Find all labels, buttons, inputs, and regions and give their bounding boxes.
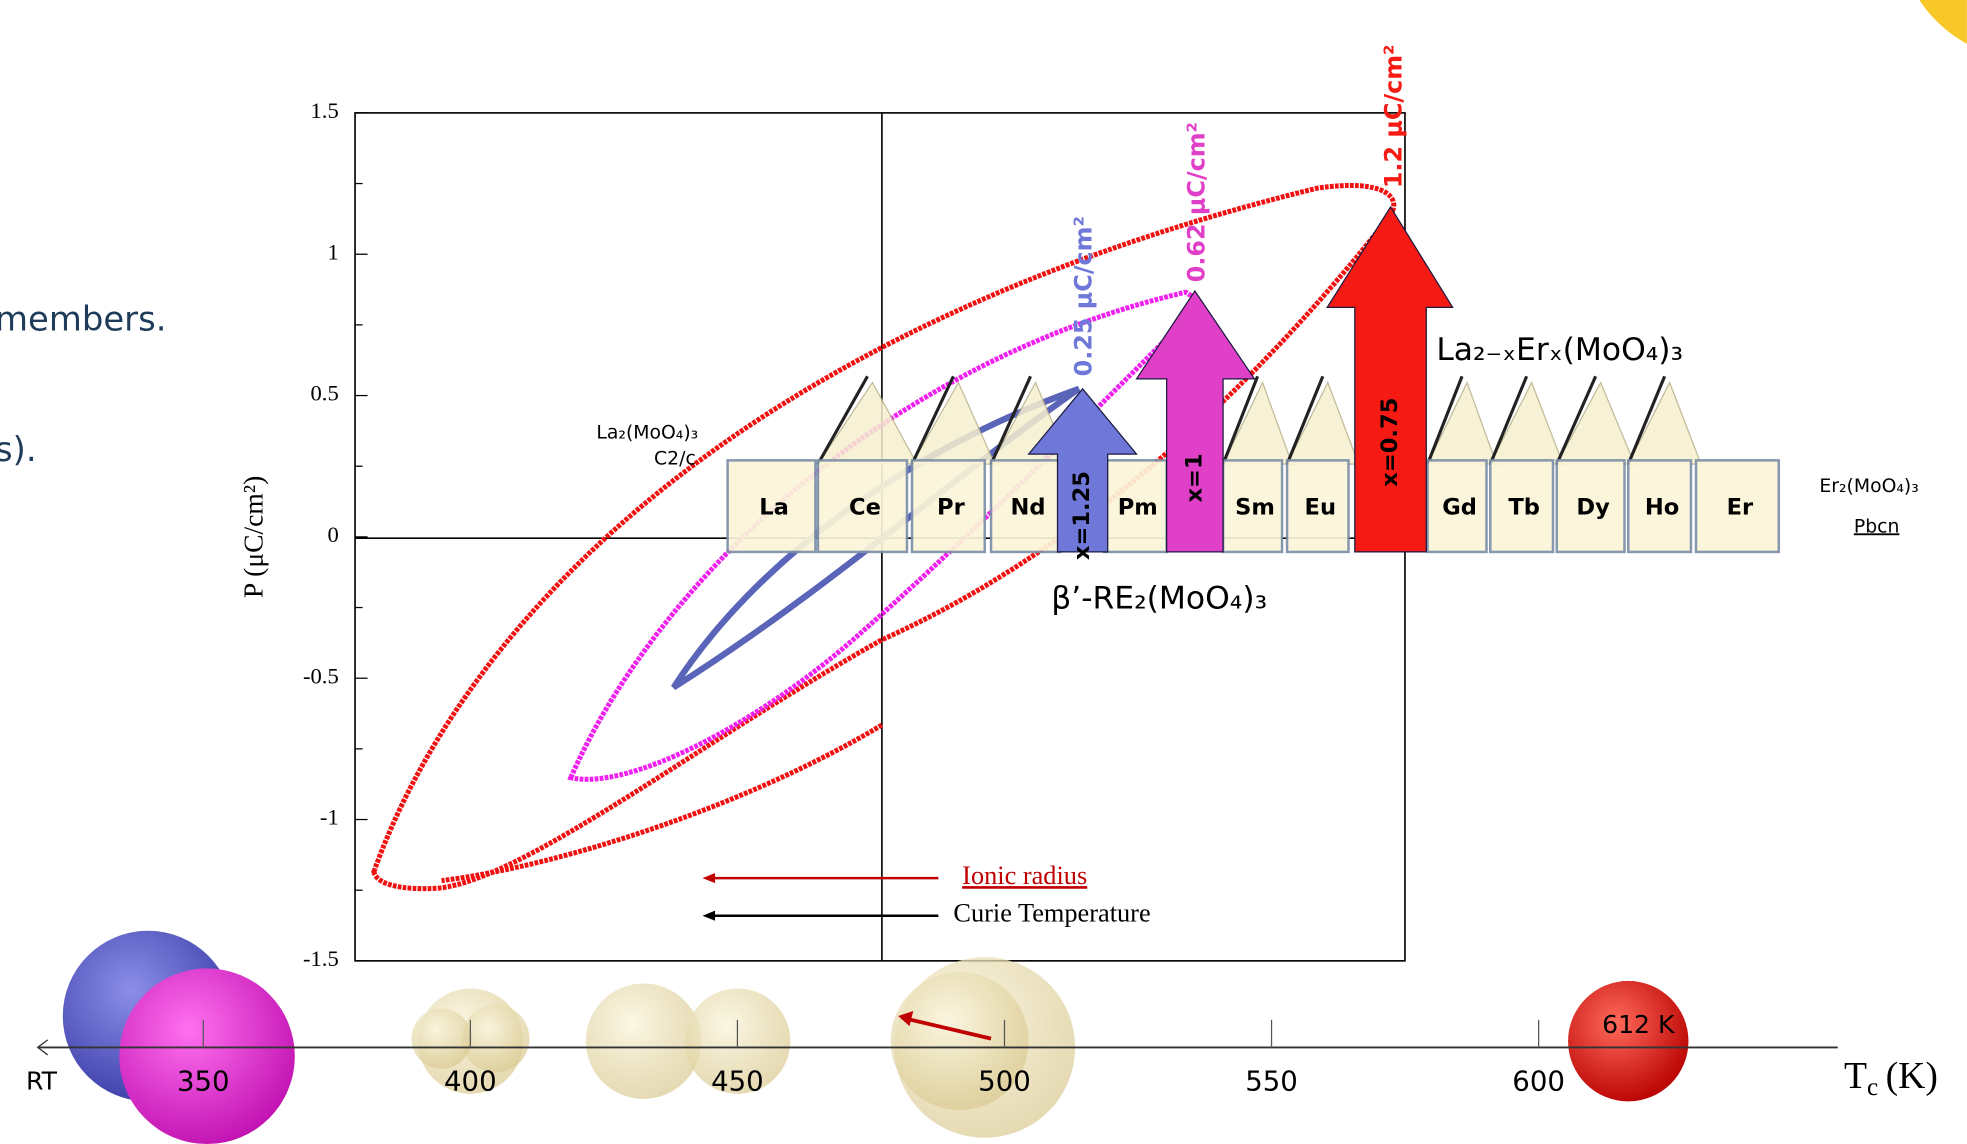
element-label: Gd <box>1442 495 1477 521</box>
element-label: Eu <box>1305 495 1336 521</box>
element-label: Tb <box>1508 495 1540 521</box>
element-label: La <box>759 495 789 521</box>
axis-symbol: T <box>1844 1054 1867 1096</box>
element-label: Nd <box>1011 495 1046 521</box>
bubble <box>119 968 295 1144</box>
arrow-polarization: 0.25 μC/cm² <box>1070 216 1098 376</box>
legend-label: Curie Temperature <box>953 899 1150 928</box>
y-tick-label: 1.5 <box>311 98 339 123</box>
bubble <box>462 1005 530 1073</box>
end-member: La₂(MoO₄)₃ <box>596 422 698 443</box>
bubble <box>586 983 701 1098</box>
axis-unit: (K) <box>1886 1054 1938 1096</box>
y-tick-label: 1 <box>327 239 338 264</box>
end-member: Pbcn <box>1854 516 1900 537</box>
annotation: 612 K <box>1602 1010 1675 1039</box>
y-tick-label: -1 <box>320 805 339 830</box>
axis-subscript: c <box>1867 1074 1878 1101</box>
slide-text: members. <box>0 300 166 339</box>
x-tick-label: 400 <box>444 1065 497 1098</box>
y-tick-label: 0 <box>327 522 338 547</box>
arrow-composition: x=1 <box>1181 453 1207 502</box>
x-tick-label: 550 <box>1245 1065 1298 1098</box>
y-tick-label: -1.5 <box>303 946 339 971</box>
element-row: La Ce Pr Nd Pm Sm Eu Gd Tb Dy Ho Er <box>728 376 1779 552</box>
end-member: Er₂(MoO₄)₃ <box>1819 476 1918 497</box>
x-axis-label: Tc (K) <box>1844 1054 1938 1100</box>
family-label: β’-RE₂(MoO₄)₃ <box>1051 581 1267 617</box>
start-label: RT <box>26 1067 58 1096</box>
element-label: Er <box>1727 495 1754 521</box>
legend-label: Ionic radius <box>962 861 1087 890</box>
x-tick-label: 350 <box>177 1065 230 1098</box>
legend-arrowhead <box>703 873 716 883</box>
end-member: C2/c <box>654 449 696 470</box>
decor <box>1919 0 1967 44</box>
page: members. s). P (μC/cm²) La Ce Pr Nd Pm Sm Eu Gd… <box>0 0 1967 1144</box>
bubble <box>1568 981 1688 1101</box>
x-tick-label: 450 <box>711 1065 764 1098</box>
element-marker <box>1428 383 1497 465</box>
element-marker <box>912 383 995 465</box>
arrow-composition: x=1.25 <box>1069 471 1095 560</box>
arrow-composition: x=0.75 <box>1377 398 1403 487</box>
y-axis-label: P (μC/cm²) <box>237 476 268 598</box>
element-label: Sm <box>1235 495 1275 521</box>
arrow-polarization: 0.62 μC/cm² <box>1183 122 1211 282</box>
element-label: Ho <box>1645 495 1679 521</box>
y-tick-label: -0.5 <box>303 663 339 688</box>
slide-text: s). <box>0 430 37 469</box>
element-label: Dy <box>1576 495 1610 521</box>
y-tick-label: 0.5 <box>311 381 339 406</box>
element-label: Ce <box>849 495 881 521</box>
element-marker <box>1628 383 1701 465</box>
series-label: La₂₋ₓErₓ(MoO₄)₃ <box>1436 332 1683 368</box>
x-tick-label: 500 <box>978 1065 1031 1098</box>
x-tick-label: 600 <box>1512 1065 1565 1098</box>
element-label: Pm <box>1118 495 1158 521</box>
arrow-polarization: 1.2 μC/cm² <box>1379 45 1407 189</box>
element-marker <box>818 383 917 465</box>
element-marker <box>1287 383 1359 465</box>
element-marker <box>1490 383 1563 465</box>
slide: members. s). P (μC/cm²) La Ce Pr Nd Pm Sm Eu Gd… <box>0 0 1967 1144</box>
legend: Ionic radius Curie Temperature <box>703 861 1151 928</box>
element-label: Pr <box>937 495 966 521</box>
bubble <box>412 1009 472 1069</box>
element-marker <box>1557 383 1635 465</box>
legend-arrowhead <box>703 911 716 921</box>
